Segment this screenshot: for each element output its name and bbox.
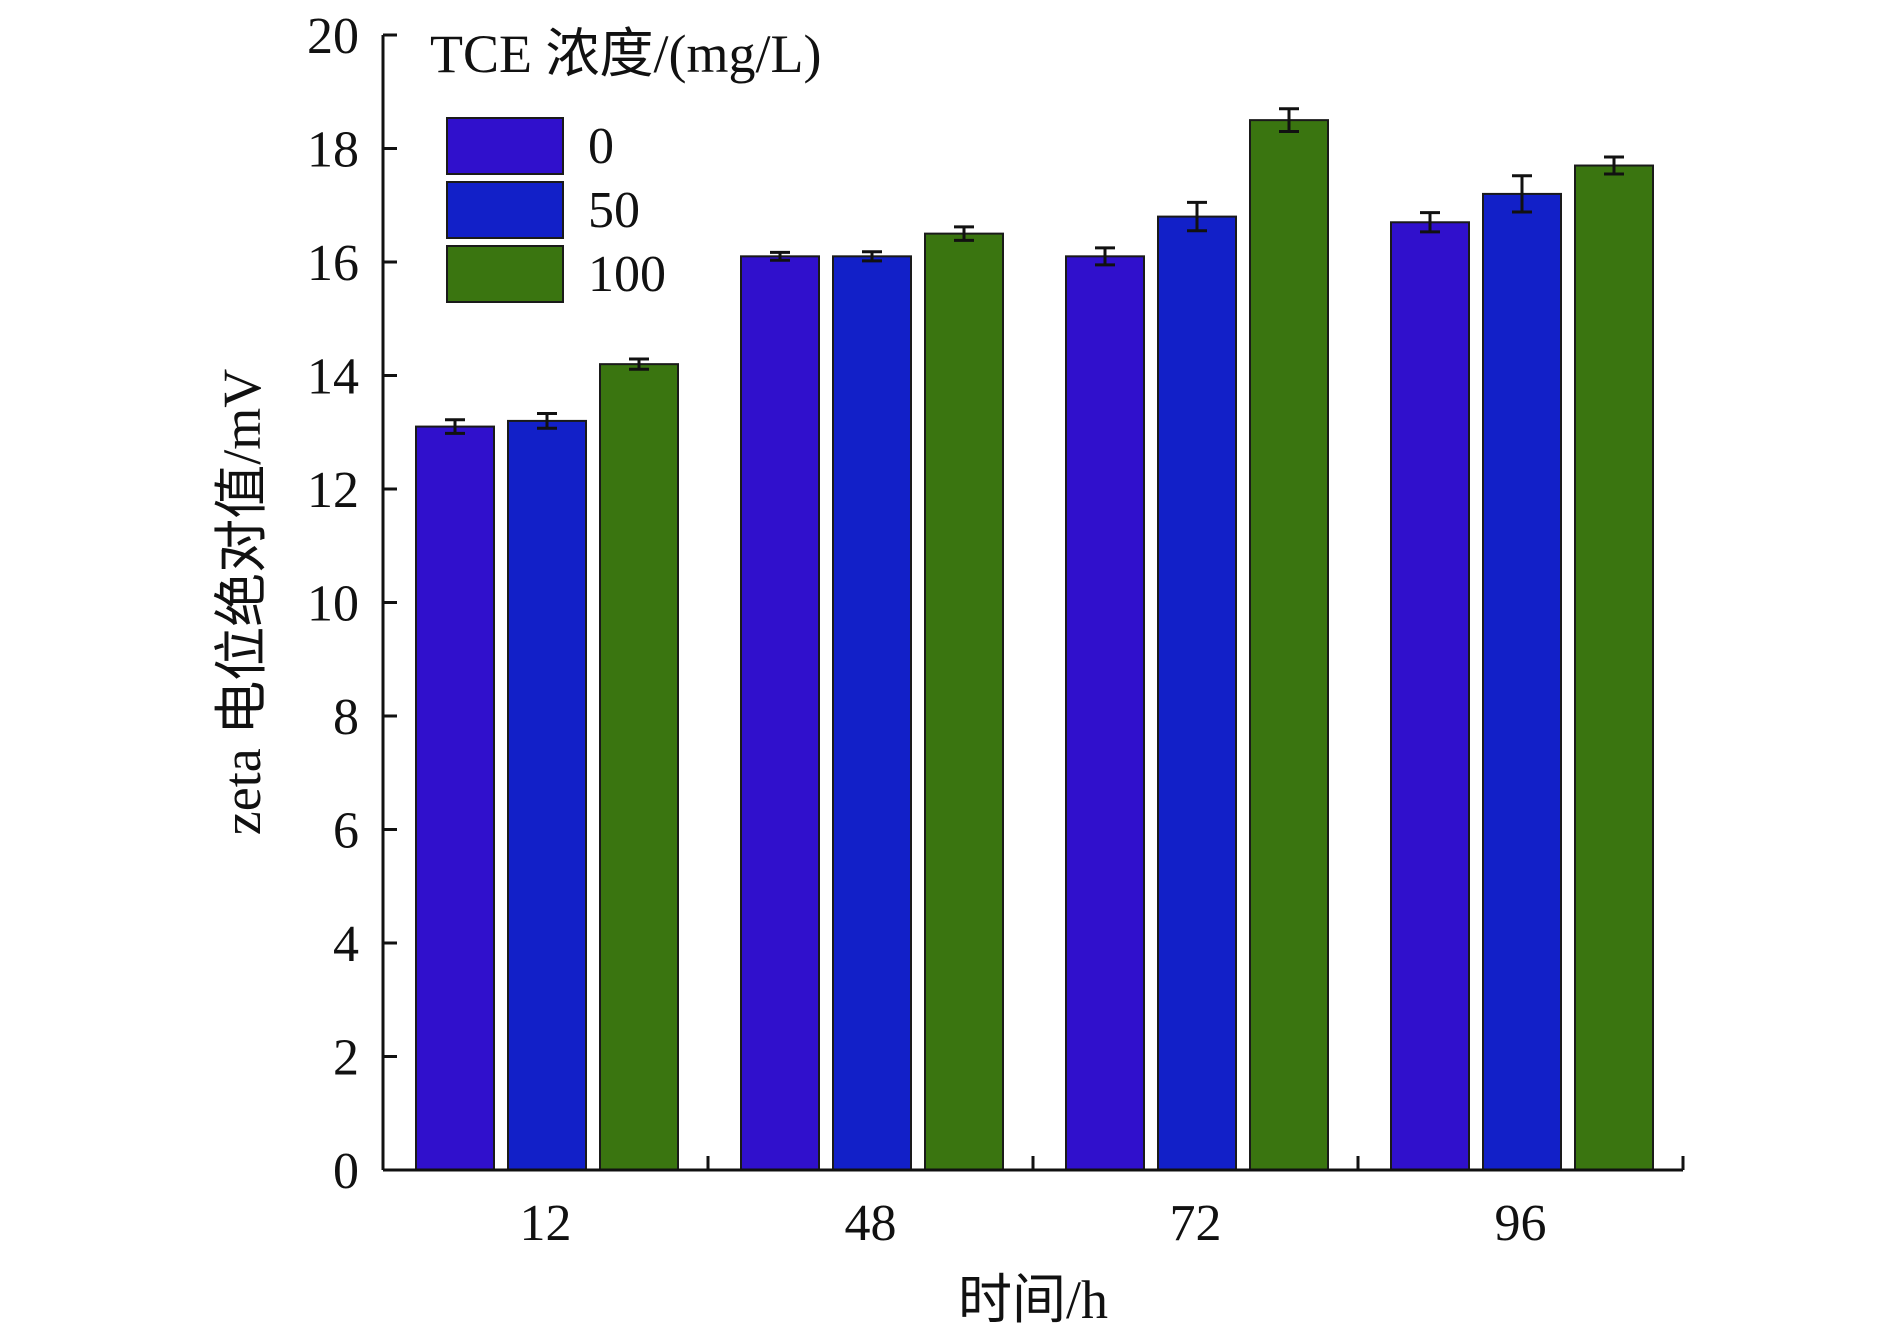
error-bar-96h-series-100 <box>1604 155 1624 176</box>
error-bar-96h-series-0 <box>1420 211 1440 234</box>
legend-swatch-series-0 <box>446 117 564 175</box>
legend-label-series-50: 50 <box>588 182 640 239</box>
y-tick-label: 10 <box>307 576 359 633</box>
y-tick-label: 4 <box>333 916 359 973</box>
y-tick-label: 16 <box>307 235 359 292</box>
legend-label-series-100: 100 <box>588 246 666 303</box>
bar-48h-series-100 <box>924 232 1004 1171</box>
legend-swatch-series-50 <box>446 181 564 239</box>
error-bar-96h-series-50 <box>1512 174 1532 214</box>
x-tick-label: 96 <box>1495 1195 1547 1252</box>
error-bar-48h-series-0 <box>770 250 790 262</box>
x-ticks: 12 48 72 96 <box>381 1156 1685 1252</box>
error-bars-layer <box>445 107 1624 435</box>
y-tick-label: 0 <box>333 1143 359 1200</box>
bar-12h-series-0 <box>415 425 495 1171</box>
y-axis-title: zeta 电位绝对值/mV <box>212 369 272 835</box>
bar-48h-series-0 <box>740 255 820 1171</box>
y-tick-label: 18 <box>307 122 359 179</box>
y-ticks: 0 2 4 6 8 10 12 14 16 18 20 <box>307 8 397 1200</box>
y-tick-label: 8 <box>333 689 359 746</box>
x-tick-label: 72 <box>1170 1195 1222 1252</box>
error-bar-72h-series-0 <box>1095 246 1115 267</box>
legend-swatch-series-100 <box>446 245 564 303</box>
bars-layer <box>415 119 1654 1172</box>
error-bar-12h-series-100 <box>629 357 649 371</box>
x-axis-title: 时间/h <box>958 1270 1108 1330</box>
bar-72h-series-50 <box>1157 215 1237 1172</box>
legend-title: TCE 浓度/(mg/L) <box>430 24 821 84</box>
x-tick-label: 12 <box>520 1195 572 1252</box>
bar-96h-series-50 <box>1482 192 1562 1171</box>
error-bar-72h-series-50 <box>1187 200 1207 233</box>
y-tick-label: 12 <box>307 462 359 519</box>
bar-96h-series-100 <box>1574 164 1654 1171</box>
error-bar-48h-series-50 <box>862 250 882 263</box>
legend-label-series-0: 0 <box>588 118 614 175</box>
y-tick-label: 20 <box>307 8 359 65</box>
bar-96h-series-0 <box>1390 221 1470 1171</box>
error-bar-72h-series-100 <box>1279 107 1299 133</box>
error-bar-12h-series-0 <box>445 418 465 435</box>
bar-12h-series-100 <box>599 363 679 1171</box>
bar-72h-series-100 <box>1249 119 1329 1171</box>
error-bar-12h-series-50 <box>537 412 557 430</box>
y-tick-label: 2 <box>333 1030 359 1087</box>
legend: TCE 浓度/(mg/L) 0 50 100 <box>430 24 821 303</box>
x-tick-label: 48 <box>845 1195 897 1252</box>
bar-48h-series-50 <box>832 255 912 1171</box>
legend-items: 0 50 100 <box>446 117 666 303</box>
y-tick-label: 14 <box>307 349 359 406</box>
error-bar-48h-series-100 <box>954 225 974 242</box>
bar-72h-series-0 <box>1065 255 1145 1171</box>
bar-12h-series-50 <box>507 419 587 1171</box>
y-tick-label: 6 <box>333 803 359 860</box>
